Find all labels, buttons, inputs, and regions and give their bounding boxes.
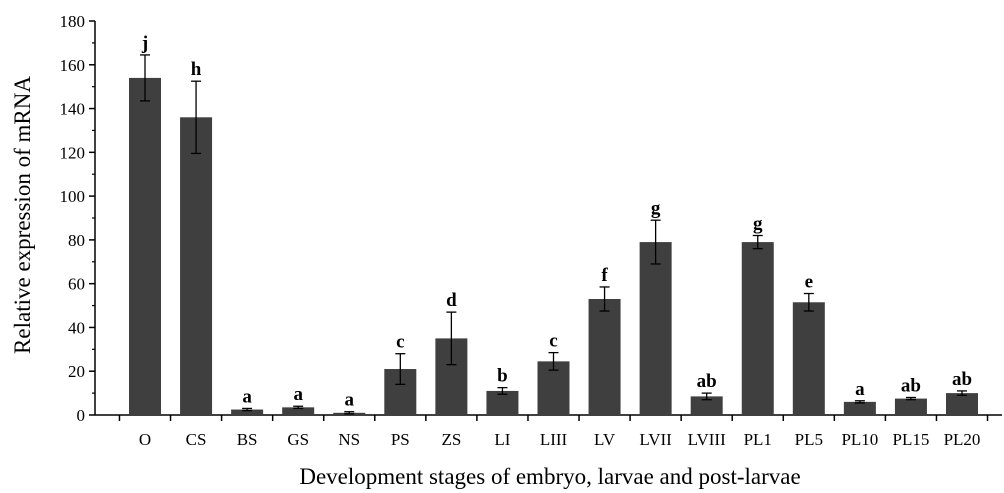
significance-label: c bbox=[549, 331, 557, 352]
x-tick-label: LVII bbox=[639, 430, 672, 449]
significance-label: c bbox=[396, 332, 404, 353]
y-tick-label: 60 bbox=[68, 275, 85, 294]
significance-label: h bbox=[191, 59, 202, 80]
y-tick-label: 180 bbox=[60, 12, 86, 31]
significance-label: ab bbox=[901, 375, 921, 396]
bar bbox=[486, 390, 519, 415]
significance-label: ab bbox=[697, 371, 717, 392]
x-axis-title: Development stages of embryo, larvae and… bbox=[299, 464, 800, 489]
bar bbox=[282, 407, 315, 415]
significance-label: a bbox=[242, 386, 252, 407]
bar bbox=[588, 298, 621, 415]
x-tick-label: PS bbox=[391, 430, 410, 449]
bar bbox=[894, 398, 927, 415]
significance-label: e bbox=[805, 272, 813, 293]
x-tick-label: CS bbox=[186, 430, 207, 449]
bar bbox=[180, 117, 213, 416]
bar bbox=[741, 242, 774, 415]
bars bbox=[129, 77, 978, 416]
significance-label: a bbox=[293, 384, 303, 405]
x-tick-label: LV bbox=[594, 430, 616, 449]
significance-label: g bbox=[651, 198, 661, 219]
x-tick-label: PL1 bbox=[744, 430, 772, 449]
x-tick-label: O bbox=[139, 430, 151, 449]
x-tick-label: BS bbox=[237, 430, 258, 449]
y-tick-label: 0 bbox=[77, 406, 86, 425]
y-tick-label: 80 bbox=[68, 231, 85, 250]
x-tick-label: LVIII bbox=[688, 430, 726, 449]
bar bbox=[843, 401, 876, 415]
significance-label: j bbox=[141, 33, 148, 54]
significance-label: d bbox=[446, 290, 457, 311]
error-bars bbox=[140, 54, 967, 415]
bar bbox=[231, 409, 264, 415]
x-tick-label: ZS bbox=[441, 430, 461, 449]
y-tick-label: 120 bbox=[60, 143, 86, 162]
significance-label: g bbox=[753, 214, 763, 235]
significance-labels: j h a a a c d b c f g ab g e a ab ab bbox=[141, 33, 972, 411]
significance-label: b bbox=[497, 366, 508, 387]
bar bbox=[690, 396, 723, 415]
x-tick-label: NS bbox=[338, 430, 360, 449]
y-tick-label: 160 bbox=[60, 56, 86, 75]
x-tick-label: LIII bbox=[540, 430, 568, 449]
y-tick-label: 40 bbox=[68, 318, 85, 337]
x-axis: O CS BS GS NS PS ZS LI LIII LV LVII LVIII PL1 PL5 PL10… bbox=[95, 414, 1002, 449]
y-axis-title: Relative expression of mRNA bbox=[10, 76, 35, 354]
y-tick-label: 140 bbox=[60, 100, 86, 119]
x-tick-label: PL15 bbox=[893, 430, 930, 449]
y-tick-label: 20 bbox=[68, 362, 85, 381]
significance-label: ab bbox=[952, 369, 972, 390]
bar bbox=[792, 302, 825, 415]
x-tick-label: PL10 bbox=[841, 430, 878, 449]
x-tick-label: LI bbox=[494, 430, 510, 449]
y-tick-label: 100 bbox=[60, 187, 86, 206]
x-tick-label: PL20 bbox=[944, 430, 981, 449]
x-tick-label: PL5 bbox=[795, 430, 823, 449]
significance-label: f bbox=[601, 265, 608, 286]
y-axis: 0 20 40 60 80 100 120 140 160 180 bbox=[60, 12, 96, 425]
bar bbox=[946, 393, 978, 415]
x-tick-label: GS bbox=[287, 430, 309, 449]
significance-label: a bbox=[855, 379, 865, 400]
significance-label: a bbox=[345, 390, 355, 411]
bar bbox=[129, 77, 161, 416]
bar bbox=[639, 242, 672, 415]
